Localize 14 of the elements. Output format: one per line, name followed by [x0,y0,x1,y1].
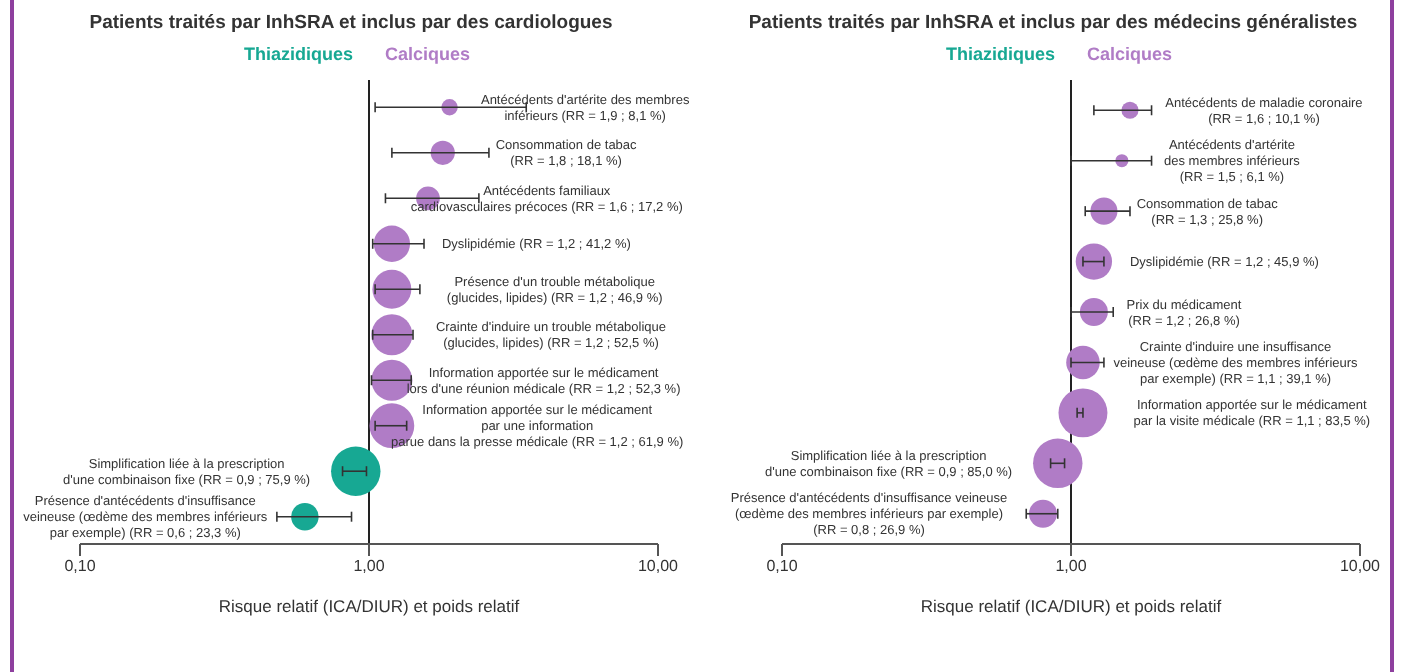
text: Calciques [385,44,471,64]
text: Thiazidiques [243,44,353,64]
x-tick-label: 10,00 [637,557,680,576]
text: Thiazidiques [945,44,1055,64]
x-tick-label: 10,00 [1339,557,1382,576]
x-tick-label: 1,00 [1055,557,1088,576]
x-tick-label: 1,00 [353,557,386,576]
chart-title: Patients traités par InhSRA et inclus par des cardiologues [87,12,615,34]
chart-title: Patients traités par InhSRA et inclus par des médecins généralistes [746,12,1360,34]
x-axis-title: Risque relatif (ICA/DIUR) et poids relatif [218,596,521,616]
text: Calciques [1087,44,1173,64]
x-tick-label: 0,10 [766,557,799,576]
x-tick-label: 0,10 [64,557,97,576]
x-axis-title: Risque relatif (ICA/DIUR) et poids relatif [920,596,1223,616]
